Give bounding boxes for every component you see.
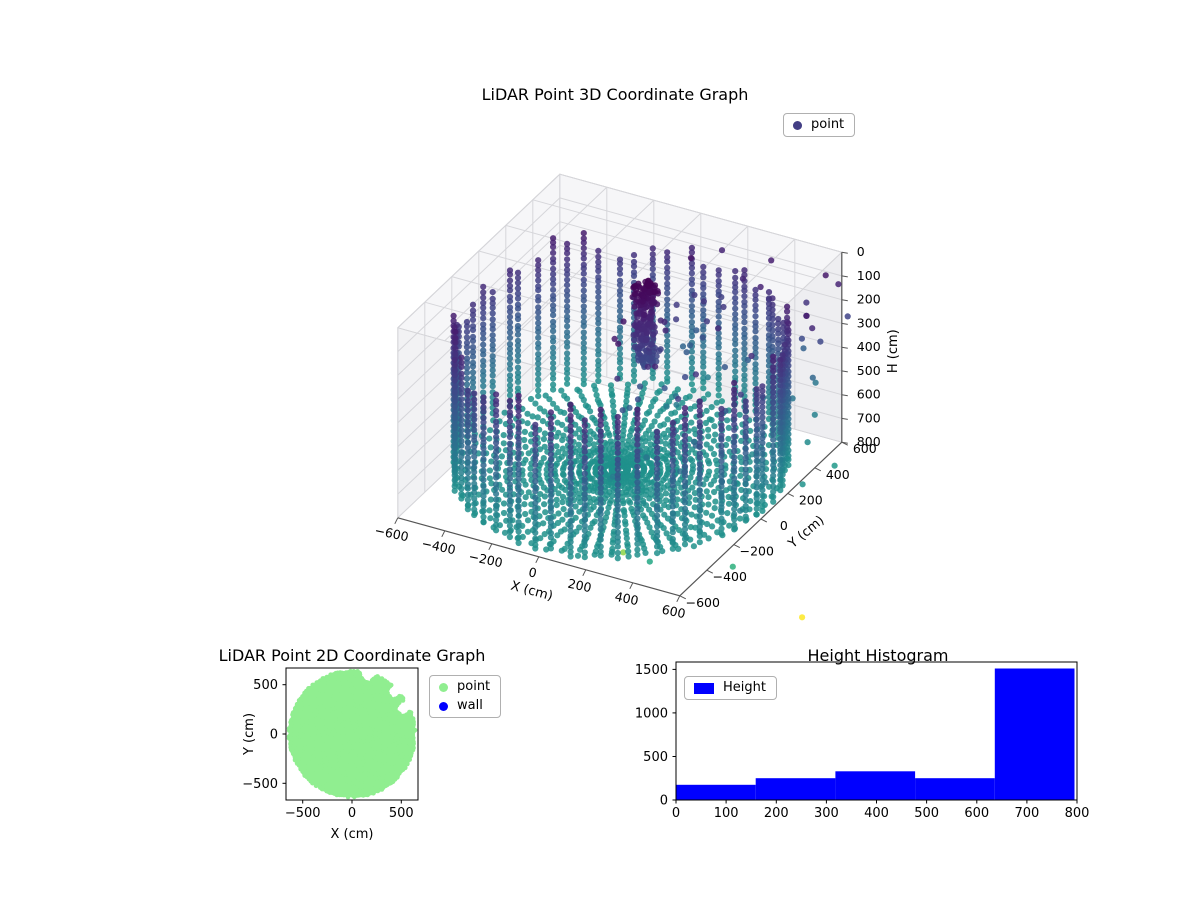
height-patch-icon — [694, 682, 714, 694]
legend-item-height: Height — [694, 681, 766, 695]
svg-text:100: 100 — [857, 268, 881, 283]
legend-label-point-2d: point — [457, 679, 491, 694]
legend-item-wall-2d: wall — [439, 699, 490, 713]
svg-text:X (cm): X (cm) — [509, 579, 554, 605]
svg-text:400: 400 — [614, 589, 641, 609]
legend-label-point-3d: point — [811, 117, 845, 132]
legend-item-point-2d: point — [439, 680, 490, 694]
svg-text:H (cm): H (cm) — [886, 329, 901, 373]
plot2d-title: LiDAR Point 2D Coordinate Graph — [218, 646, 486, 665]
svg-text:600: 600 — [661, 602, 688, 622]
svg-text:500: 500 — [857, 363, 881, 378]
svg-text:−600: −600 — [686, 595, 720, 610]
svg-text:−600: −600 — [373, 522, 410, 544]
svg-text:800: 800 — [857, 434, 881, 449]
svg-text:Y (cm): Y (cm) — [785, 513, 828, 552]
svg-text:0: 0 — [527, 564, 538, 580]
svg-text:0: 0 — [780, 518, 788, 533]
legend-label-wall-2d: wall — [457, 698, 483, 713]
point-marker-icon — [793, 120, 802, 130]
svg-text:700: 700 — [857, 410, 881, 425]
svg-text:0: 0 — [857, 244, 865, 259]
svg-text:600: 600 — [857, 387, 881, 402]
svg-text:400: 400 — [857, 339, 881, 354]
svg-text:200: 200 — [857, 292, 881, 307]
histogram-title: Height Histogram — [807, 646, 949, 665]
svg-text:−200: −200 — [740, 544, 774, 559]
svg-text:600: 600 — [853, 441, 877, 456]
svg-text:400: 400 — [826, 467, 850, 482]
svg-text:−200: −200 — [467, 548, 504, 570]
plot3d-legend: point — [783, 113, 856, 137]
svg-text:200: 200 — [799, 492, 823, 507]
legend-label-height: Height — [723, 680, 766, 695]
plot2d-legend: point wall — [429, 675, 502, 718]
point-marker-icon — [439, 682, 448, 692]
plot3d-points — [450, 230, 851, 621]
legend-item-point-3d: point — [793, 118, 844, 132]
svg-text:−400: −400 — [420, 535, 457, 557]
svg-text:−400: −400 — [713, 569, 747, 584]
histogram-legend: Height — [684, 676, 777, 700]
svg-text:200: 200 — [567, 576, 594, 596]
svg-text:300: 300 — [857, 315, 881, 330]
plot3d-title: LiDAR Point 3D Coordinate Graph — [481, 85, 749, 104]
wall-marker-icon — [439, 701, 448, 711]
